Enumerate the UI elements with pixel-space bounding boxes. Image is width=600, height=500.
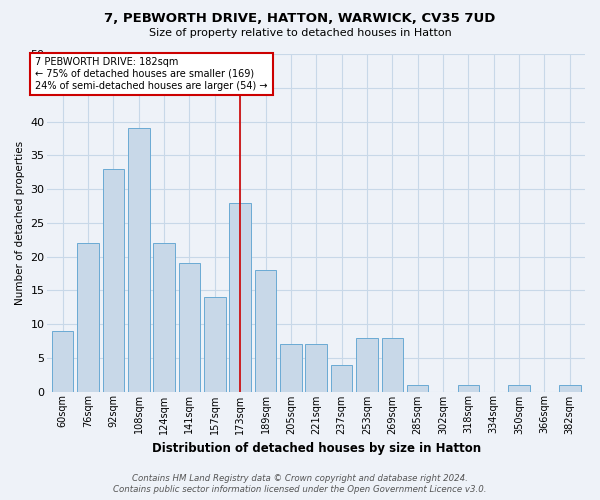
- Bar: [305, 344, 327, 392]
- Bar: [52, 331, 73, 392]
- Bar: [458, 385, 479, 392]
- Text: 7, PEBWORTH DRIVE, HATTON, WARWICK, CV35 7UD: 7, PEBWORTH DRIVE, HATTON, WARWICK, CV35…: [104, 12, 496, 26]
- Bar: [407, 385, 428, 392]
- Bar: [154, 243, 175, 392]
- Text: Contains HM Land Registry data © Crown copyright and database right 2024.
Contai: Contains HM Land Registry data © Crown c…: [113, 474, 487, 494]
- Bar: [204, 297, 226, 392]
- Bar: [331, 364, 352, 392]
- Y-axis label: Number of detached properties: Number of detached properties: [15, 140, 25, 305]
- Bar: [128, 128, 149, 392]
- Bar: [77, 243, 99, 392]
- X-axis label: Distribution of detached houses by size in Hatton: Distribution of detached houses by size …: [152, 442, 481, 455]
- Text: Size of property relative to detached houses in Hatton: Size of property relative to detached ho…: [149, 28, 451, 38]
- Bar: [280, 344, 302, 392]
- Bar: [559, 385, 581, 392]
- Bar: [229, 202, 251, 392]
- Bar: [179, 264, 200, 392]
- Bar: [508, 385, 530, 392]
- Bar: [382, 338, 403, 392]
- Bar: [356, 338, 378, 392]
- Text: 7 PEBWORTH DRIVE: 182sqm
← 75% of detached houses are smaller (169)
24% of semi-: 7 PEBWORTH DRIVE: 182sqm ← 75% of detach…: [35, 58, 268, 90]
- Bar: [255, 270, 276, 392]
- Bar: [103, 169, 124, 392]
